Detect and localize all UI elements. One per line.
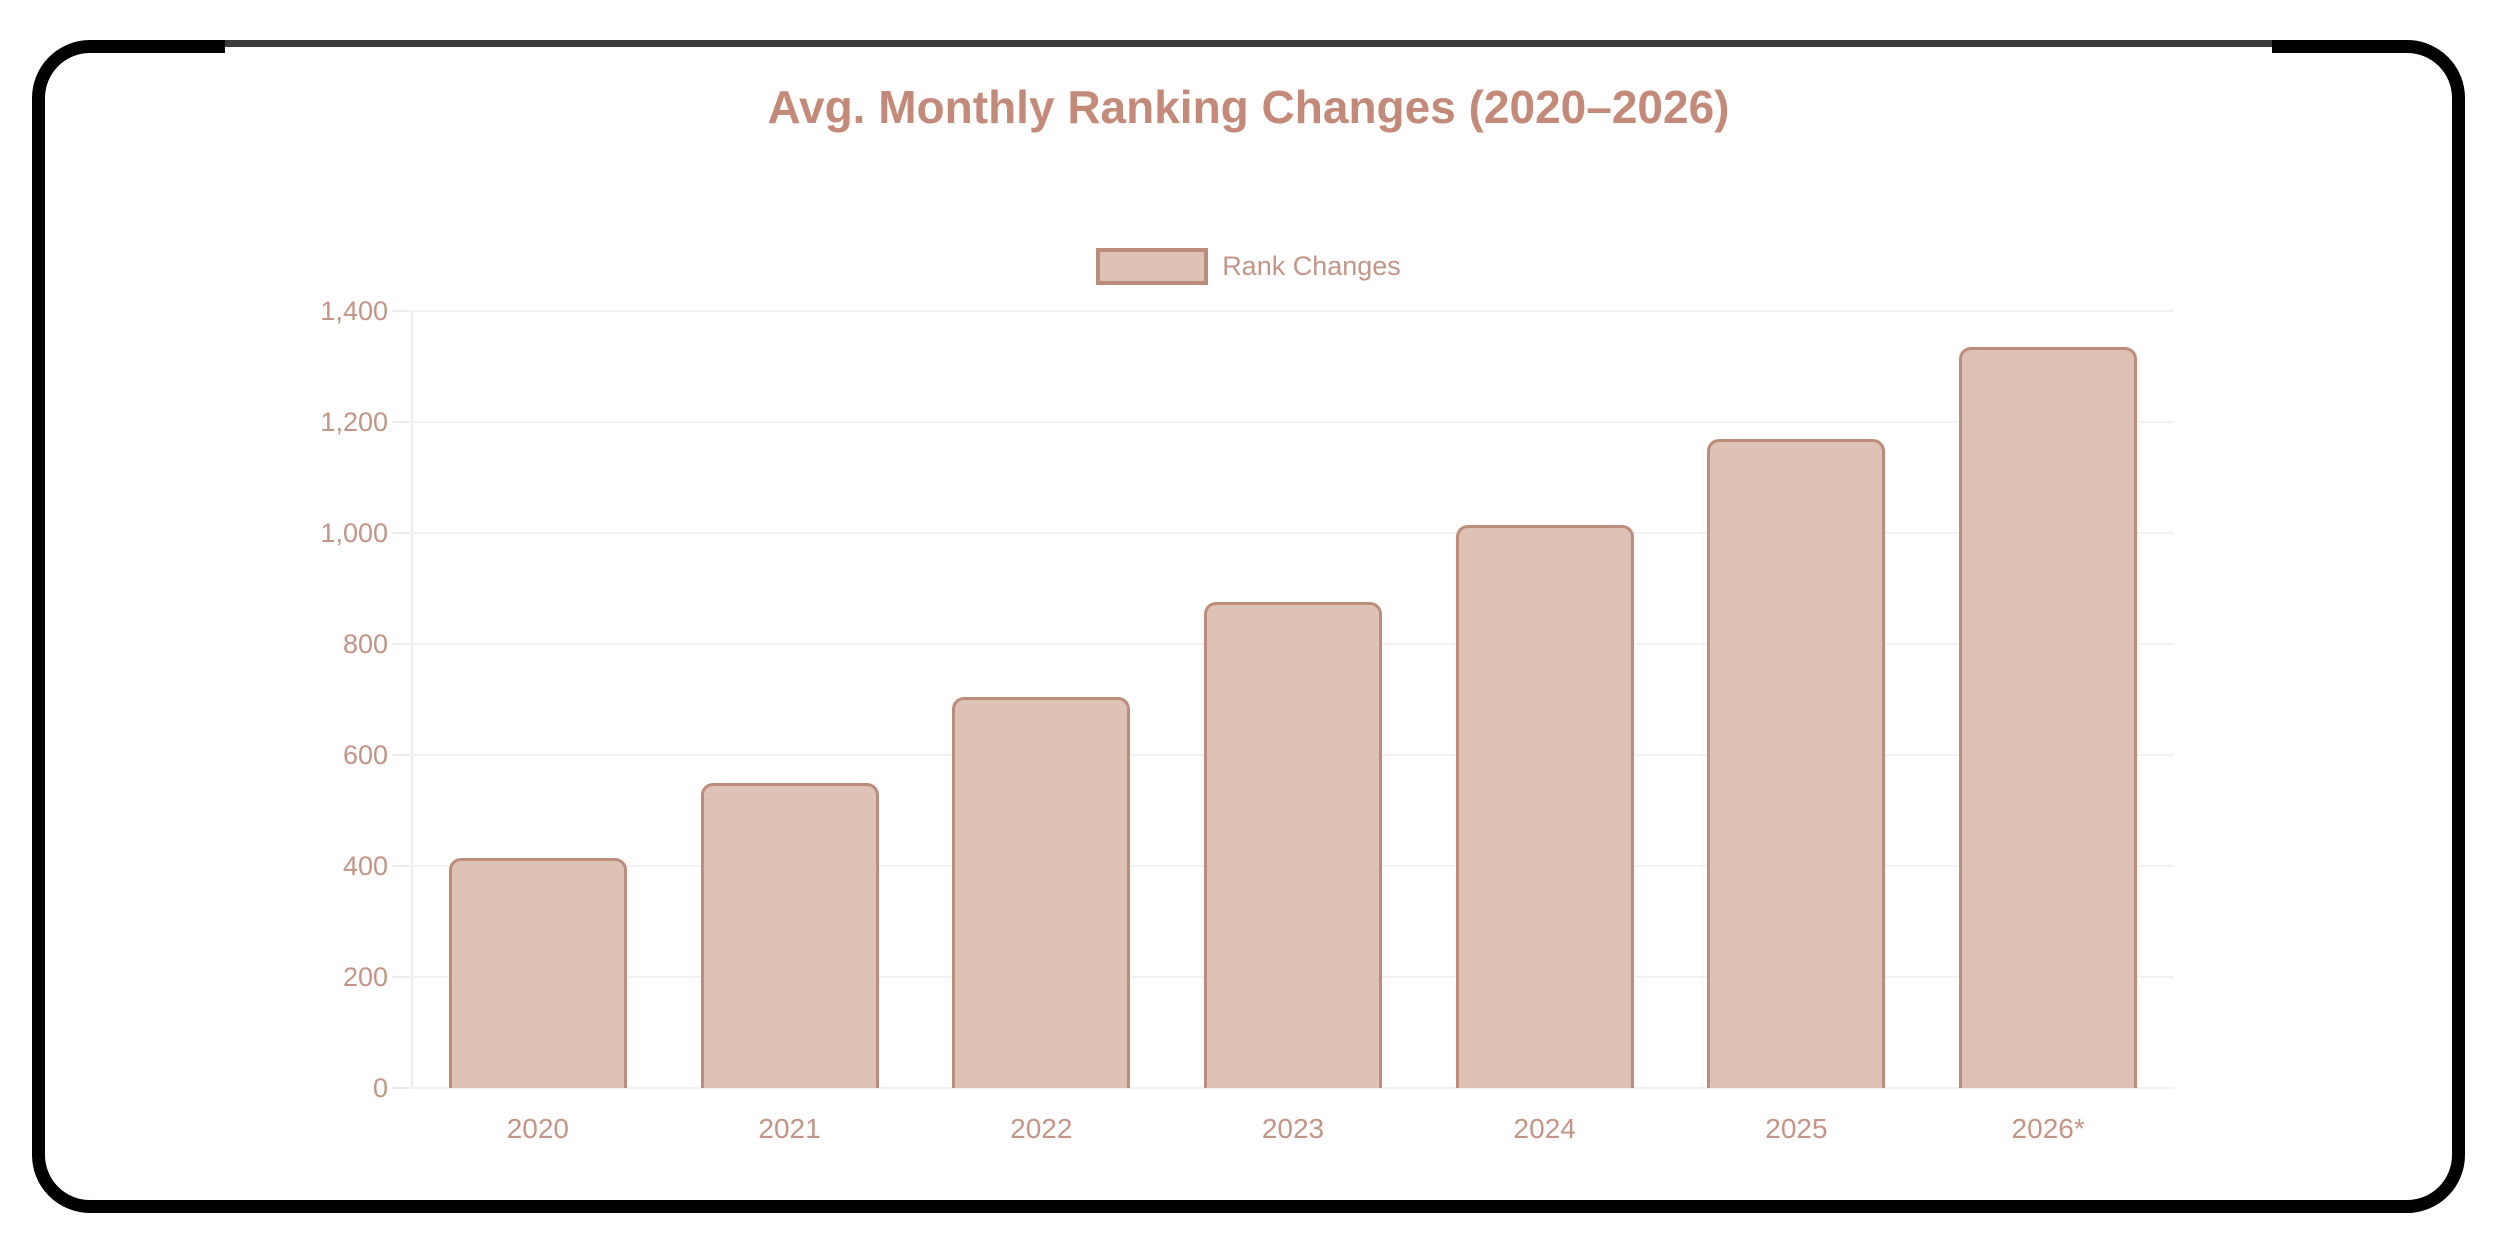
y-axis-tick-label: 1,000 [320, 518, 388, 548]
y-axis-tick [392, 310, 410, 312]
x-axis-tick-label: 2023 [1261, 1113, 1325, 1144]
x-axis-tick-label: 2026* [2011, 1113, 2085, 1144]
y-axis-tick [392, 865, 410, 867]
card-border-top-accent [225, 40, 2272, 47]
legend-label: Rank Changes [1222, 251, 1401, 281]
card-border-top-highlight [225, 47, 2272, 54]
bar-2022[interactable] [952, 696, 1131, 1088]
y-axis-tick [392, 1087, 410, 1089]
gridline [412, 532, 2174, 534]
y-axis-tick [392, 421, 410, 423]
bar-2020[interactable] [448, 857, 627, 1088]
y-axis-tick-label: 1,200 [320, 407, 388, 437]
x-axis-tick-label: 2021 [758, 1113, 821, 1144]
bar-2025[interactable] [1707, 438, 1886, 1088]
bar-2026[interactable] [1959, 347, 2138, 1088]
chart-title: Avg. Monthly Ranking Changes (2020–2026) [767, 81, 1730, 133]
bar-2023[interactable] [1204, 602, 1382, 1088]
y-axis-tick [392, 754, 410, 756]
legend-swatch [1096, 248, 1209, 285]
y-axis-tick-label: 800 [342, 629, 388, 659]
legend-item-rank-changes[interactable]: Rank Changes [1096, 248, 1401, 285]
gridline [412, 1087, 2174, 1089]
y-axis-tick [392, 643, 410, 645]
x-axis-tick-label: 2024 [1513, 1113, 1576, 1144]
y-axis-tick-label: 400 [342, 851, 388, 881]
legend: Rank Changes [0, 248, 2497, 285]
x-axis-tick-label: 2020 [506, 1113, 569, 1144]
gridline [412, 310, 2174, 312]
y-axis-tick-label: 600 [342, 740, 388, 770]
y-axis-tick-label: 200 [342, 962, 388, 992]
gridline [412, 421, 2174, 423]
y-axis-line [411, 311, 413, 1088]
y-axis-tick [392, 532, 410, 534]
y-axis-tick-label: 0 [372, 1073, 388, 1103]
y-axis-tick-label: 1,400 [320, 296, 388, 326]
bar-2024[interactable] [1455, 524, 1634, 1088]
y-axis-tick [392, 976, 410, 978]
bar-2021[interactable] [700, 782, 879, 1088]
x-axis-tick-label: 2025 [1765, 1113, 1828, 1144]
x-axis-tick-label: 2022 [1010, 1113, 1073, 1144]
